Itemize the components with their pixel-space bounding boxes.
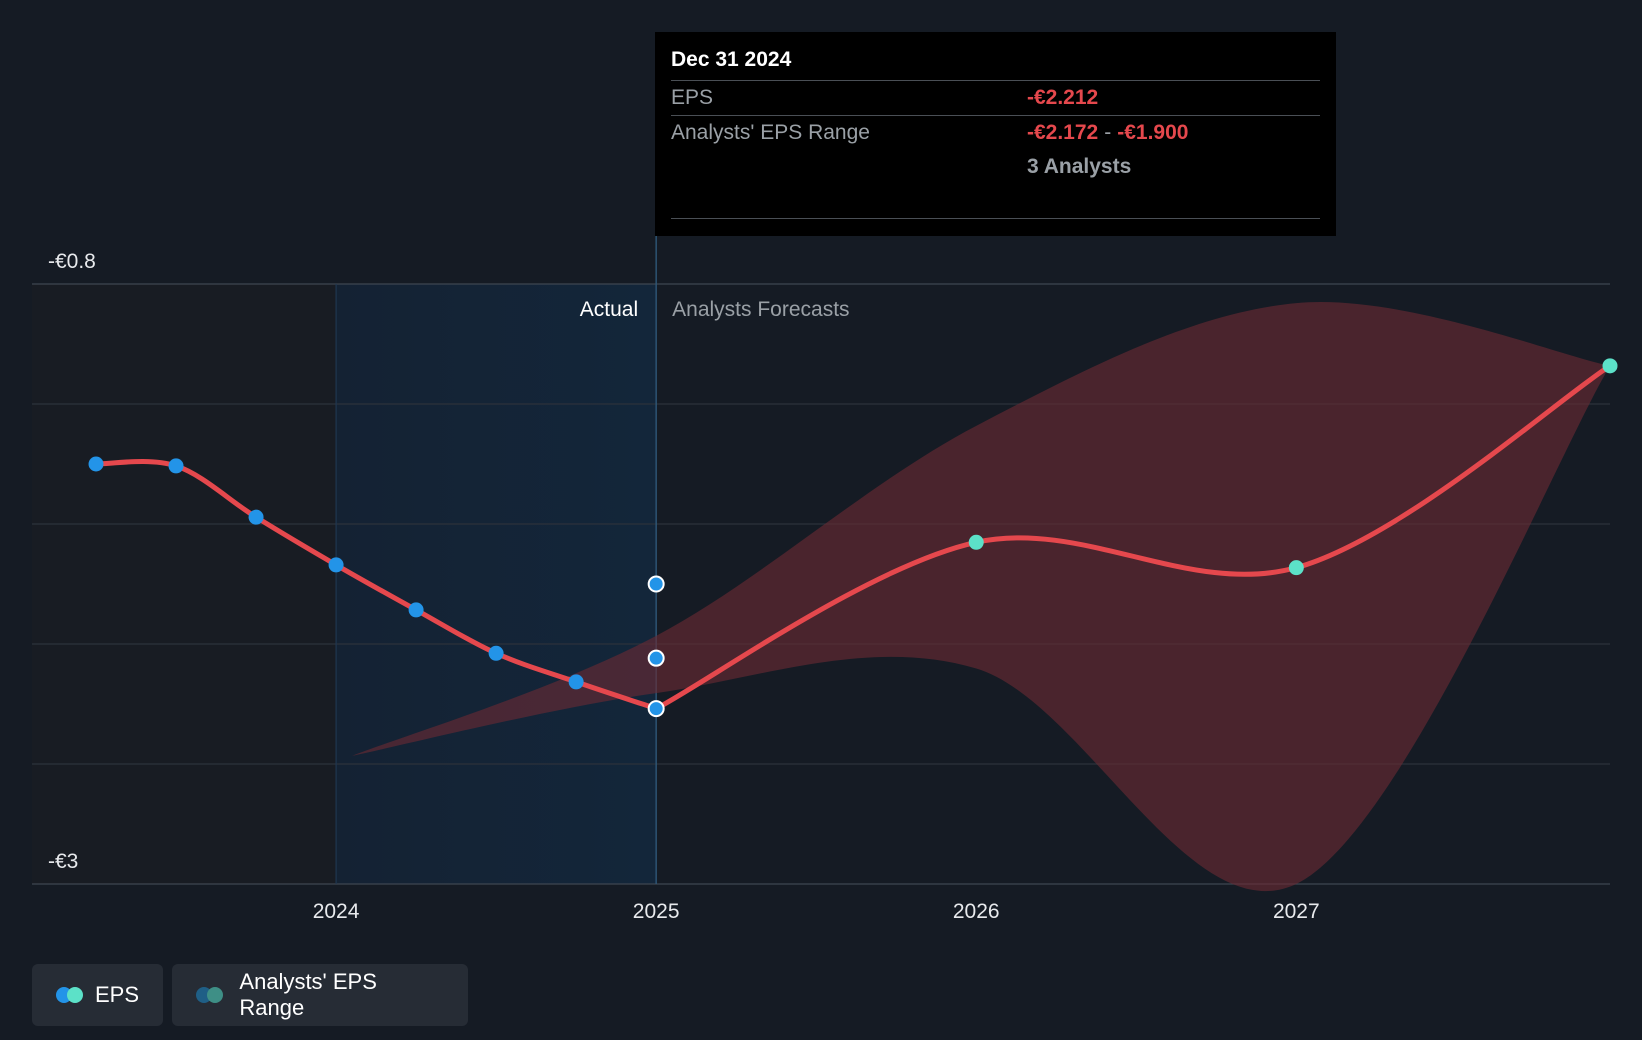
eps-forecast-point bbox=[968, 534, 984, 550]
tooltip-analysts-row: 3 Analysts bbox=[671, 150, 1320, 184]
pre-actual-band bbox=[32, 284, 337, 884]
eps-actual-line bbox=[93, 458, 659, 712]
region-label-forecast: Analysts Forecasts bbox=[672, 298, 849, 321]
eps-forecast-point bbox=[1602, 358, 1618, 374]
eps-forecast-line bbox=[653, 363, 1613, 712]
x-tick-label: 2025 bbox=[633, 900, 680, 923]
x-tick-label: 2024 bbox=[313, 900, 360, 923]
range-legend-icon bbox=[196, 986, 227, 1004]
eps-actual-point bbox=[408, 602, 424, 618]
tooltip-range-low: -€2.172 bbox=[1027, 121, 1099, 144]
tooltip-analysts: 3 Analysts bbox=[1027, 155, 1132, 178]
tooltip-eps-label: EPS bbox=[671, 86, 714, 109]
x-tick-label: 2026 bbox=[953, 900, 1000, 923]
region-label-actual: Actual bbox=[580, 298, 638, 321]
eps-actual-point bbox=[568, 674, 584, 690]
tooltip-date: Dec 31 2024 bbox=[671, 46, 1320, 81]
eps-actual-point bbox=[647, 700, 665, 718]
x-tick-label: 2027 bbox=[1273, 900, 1320, 923]
tooltip: Dec 31 2024 EPS -€2.212 Analysts' EPS Ra… bbox=[655, 32, 1336, 236]
y-tick-label-top: -€0.8 bbox=[48, 250, 96, 273]
tooltip-eps-row: EPS -€2.212 bbox=[671, 81, 1320, 116]
tooltip-divider bbox=[671, 218, 1320, 219]
tooltip-eps-value: -€2.212 bbox=[1027, 86, 1099, 109]
range-highlight-point bbox=[647, 649, 665, 667]
y-tick-label-bottom: -€3 bbox=[48, 850, 78, 873]
eps-actual-point bbox=[488, 645, 504, 661]
tooltip-range-separator: - bbox=[1104, 121, 1112, 144]
eps-actual-point bbox=[88, 456, 104, 472]
tooltip-range-row: Analysts' EPS Range -€2.172 - -€1.900 bbox=[671, 116, 1320, 150]
legend-range-label: Analysts' EPS Range bbox=[239, 969, 377, 1020]
eps-forecast-point bbox=[1288, 560, 1304, 576]
legend-eps-label: EPS bbox=[94, 982, 139, 1007]
legend-analysts-range[interactable]: Analysts' EPS Range bbox=[172, 964, 468, 1026]
eps-actual-point bbox=[248, 509, 264, 525]
range-highlight-point bbox=[647, 575, 665, 593]
analysts-eps-range-area bbox=[352, 302, 1610, 892]
tooltip-range-label: Analysts' EPS Range bbox=[671, 121, 870, 144]
tooltip-range-high: -€1.900 bbox=[1117, 121, 1189, 144]
legend-eps[interactable]: EPS bbox=[32, 964, 163, 1026]
eps-actual-point bbox=[328, 557, 344, 573]
actual-region-band bbox=[336, 284, 657, 884]
eps-actual-point bbox=[168, 458, 184, 474]
eps-legend-icon bbox=[56, 986, 83, 1004]
